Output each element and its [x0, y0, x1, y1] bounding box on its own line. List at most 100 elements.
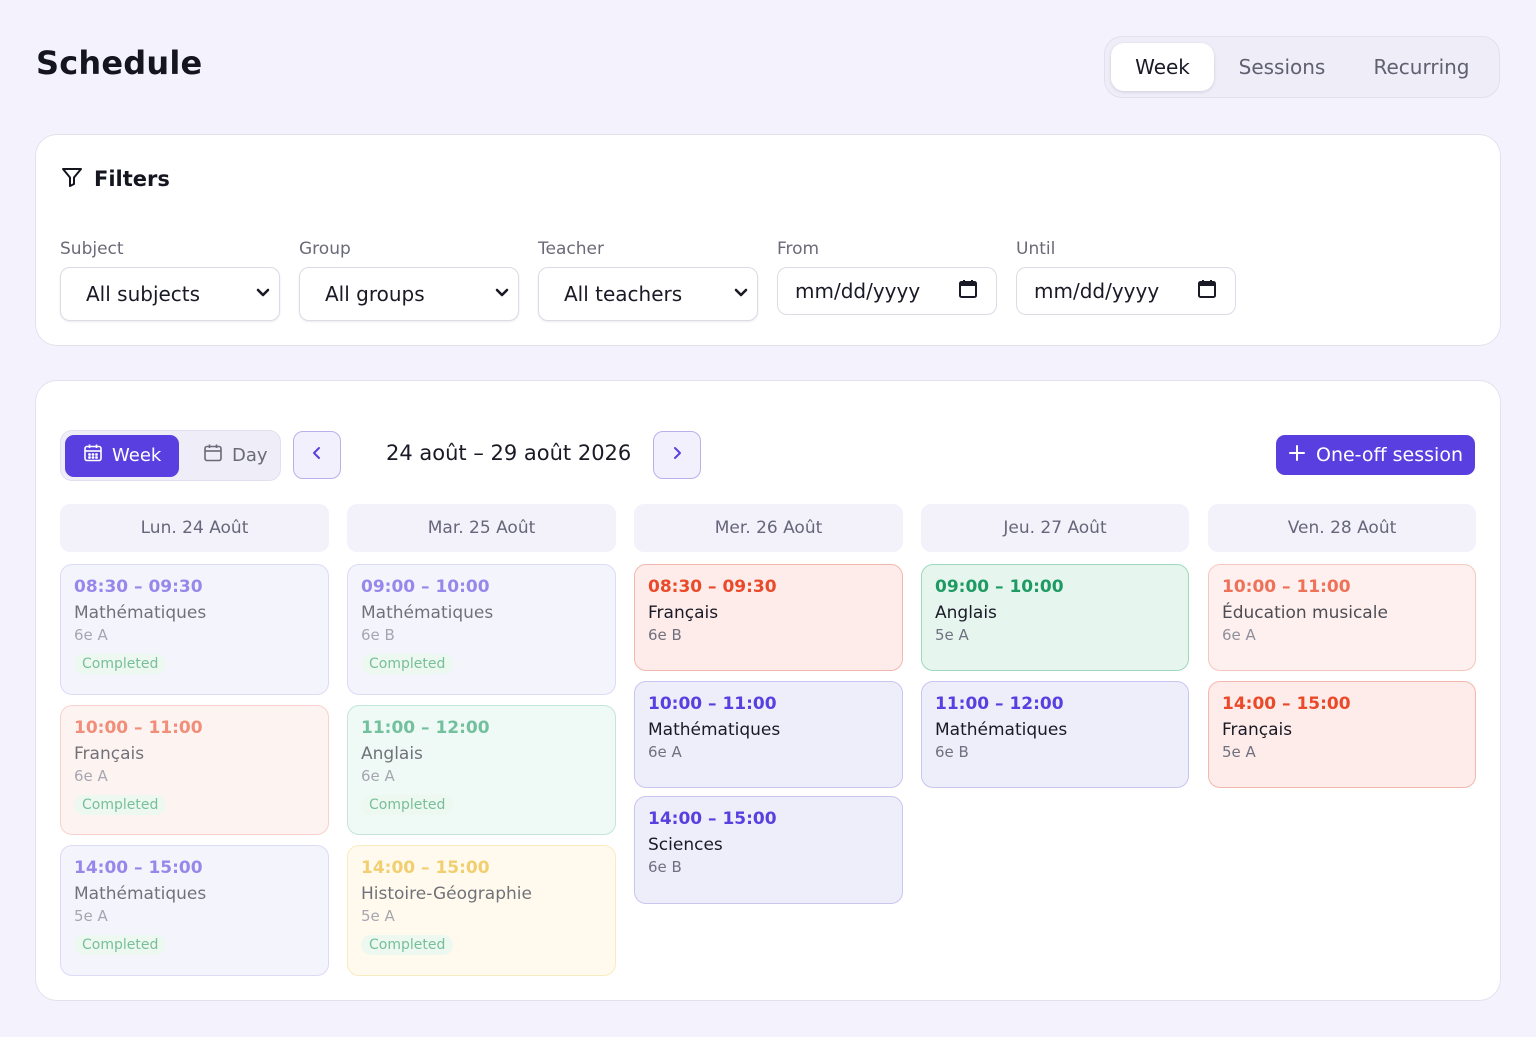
session-card[interactable]: 14:00 – 15:00 Français 5e A [1208, 681, 1476, 788]
session-time: 10:00 – 11:00 [1222, 577, 1351, 597]
week-range-label: 24 août – 29 août 2026 [386, 441, 632, 465]
session-card[interactable]: 10:00 – 11:00 Français 6e A Completed [60, 705, 329, 835]
plus-icon [1288, 444, 1306, 467]
day-column-wed: Mer. 26 Août 08:30 – 09:30 Français 6e B… [634, 504, 903, 904]
view-day-label: Day [232, 445, 268, 466]
next-week-button[interactable] [653, 431, 701, 479]
session-time: 11:00 – 12:00 [361, 718, 490, 738]
session-card[interactable]: 08:30 – 09:30 Français 6e B [634, 564, 903, 671]
calendar-icon[interactable] [958, 279, 978, 304]
session-card[interactable]: 11:00 – 12:00 Mathématiques 6e B [921, 681, 1189, 788]
session-card[interactable]: 11:00 – 12:00 Anglais 6e A Completed [347, 705, 616, 835]
group-select-value: All groups [325, 282, 425, 306]
from-date-input[interactable]: mm/dd/yyyy [777, 267, 997, 315]
tab-recurring[interactable]: Recurring [1373, 55, 1470, 79]
from-date-placeholder: mm/dd/yyyy [795, 279, 921, 303]
session-time: 09:00 – 10:00 [935, 577, 1064, 597]
tab-sessions[interactable]: Sessions [1238, 55, 1326, 79]
until-date-input[interactable]: mm/dd/yyyy [1016, 267, 1236, 315]
session-card[interactable]: 09:00 – 10:00 Anglais 5e A [921, 564, 1189, 671]
day-column-mon: Lun. 24 Août 08:30 – 09:30 Mathématiques… [60, 504, 329, 976]
session-time: 09:00 – 10:00 [361, 577, 490, 597]
view-toggle: Week Day [60, 430, 281, 481]
subject-select[interactable]: All subjects [60, 267, 280, 321]
group-filter: Group All groups [299, 239, 519, 321]
filter-icon [60, 165, 84, 193]
day-column-thu: Jeu. 27 Août 09:00 – 10:00 Anglais 5e A … [921, 504, 1189, 788]
session-subject: Mathématiques [361, 603, 494, 623]
status-badge: Completed [361, 654, 454, 674]
tab-week[interactable]: Week [1111, 43, 1214, 91]
day-header: Jeu. 27 Août [921, 504, 1189, 552]
teacher-label: Teacher [538, 239, 604, 259]
session-subject: Anglais [361, 744, 423, 764]
prev-week-button[interactable] [293, 431, 341, 479]
teacher-select-value: All teachers [564, 282, 683, 306]
session-time: 14:00 – 15:00 [361, 858, 490, 878]
teacher-select[interactable]: All teachers [538, 267, 758, 321]
session-subject: Mathématiques [74, 603, 207, 623]
session-subject: Français [74, 744, 145, 764]
filters-panel: Filters Subject All subjects Group All g… [35, 134, 1501, 346]
chevron-left-icon [309, 445, 325, 465]
filters-title: Filters [94, 167, 170, 191]
from-filter: From mm/dd/yyyy [777, 239, 997, 315]
group-select[interactable]: All groups [299, 267, 519, 321]
view-day-button[interactable]: Day [185, 435, 286, 477]
session-group: 5e A [1222, 743, 1256, 761]
subject-label: Subject [60, 239, 124, 259]
until-filter: Until mm/dd/yyyy [1016, 239, 1236, 315]
session-card[interactable]: 10:00 – 11:00 Éducation musicale 6e A [1208, 564, 1476, 671]
until-date-placeholder: mm/dd/yyyy [1034, 279, 1160, 303]
status-badge: Completed [74, 654, 167, 674]
session-card[interactable]: 14:00 – 15:00 Sciences 6e B [634, 796, 903, 904]
page-title: Schedule [36, 44, 203, 82]
session-card[interactable]: 10:00 – 11:00 Mathématiques 6e A [634, 681, 903, 788]
session-card[interactable]: 14:00 – 15:00 Histoire-Géographie 5e A C… [347, 845, 616, 976]
day-header: Mar. 25 Août [347, 504, 616, 552]
session-group: 6e B [648, 858, 682, 876]
subject-filter: Subject All subjects [60, 239, 280, 321]
session-subject: Français [648, 603, 719, 623]
status-badge: Completed [361, 935, 454, 955]
session-subject: Mathématiques [74, 884, 207, 904]
day-header: Ven. 28 Août [1208, 504, 1476, 552]
session-group: 5e A [74, 907, 108, 925]
session-group: 6e A [648, 743, 682, 761]
chevron-down-icon [253, 282, 273, 307]
one-off-session-button[interactable]: One-off session [1276, 435, 1475, 475]
session-subject: Mathématiques [935, 720, 1068, 740]
day-header: Mer. 26 Août [634, 504, 903, 552]
day-header: Lun. 24 Août [60, 504, 329, 552]
from-label: From [777, 239, 820, 259]
session-group: 6e B [361, 626, 395, 644]
view-week-button[interactable]: Week [65, 434, 179, 477]
session-subject: Sciences [648, 835, 723, 855]
session-group: 6e A [74, 626, 108, 644]
session-card[interactable]: 09:00 – 10:00 Mathématiques 6e B Complet… [347, 564, 616, 695]
chevron-down-icon [492, 282, 512, 307]
session-time: 10:00 – 11:00 [74, 718, 203, 738]
session-subject: Mathématiques [648, 720, 781, 740]
until-label: Until [1016, 239, 1056, 259]
group-label: Group [299, 239, 351, 259]
session-card[interactable]: 14:00 – 15:00 Mathématiques 5e A Complet… [60, 845, 329, 976]
session-time: 08:30 – 09:30 [648, 577, 777, 597]
calendar-icon[interactable] [1197, 279, 1217, 304]
session-group: 6e A [1222, 626, 1256, 644]
teacher-filter: Teacher All teachers [538, 239, 758, 321]
status-badge: Completed [74, 935, 167, 955]
session-time: 14:00 – 15:00 [648, 809, 777, 829]
session-time: 08:30 – 09:30 [74, 577, 203, 597]
session-subject: Histoire-Géographie [361, 884, 532, 904]
status-badge: Completed [361, 795, 454, 815]
session-group: 6e B [935, 743, 969, 761]
status-badge: Completed [74, 795, 167, 815]
session-time: 11:00 – 12:00 [935, 694, 1064, 714]
calendar-panel: Week Day 24 août – 29 août 2026 One-off … [35, 380, 1501, 1001]
chevron-right-icon [669, 445, 685, 465]
subject-select-value: All subjects [86, 282, 201, 306]
session-group: 6e B [648, 626, 682, 644]
session-card[interactable]: 08:30 – 09:30 Mathématiques 6e A Complet… [60, 564, 329, 695]
session-group: 6e A [361, 767, 395, 785]
